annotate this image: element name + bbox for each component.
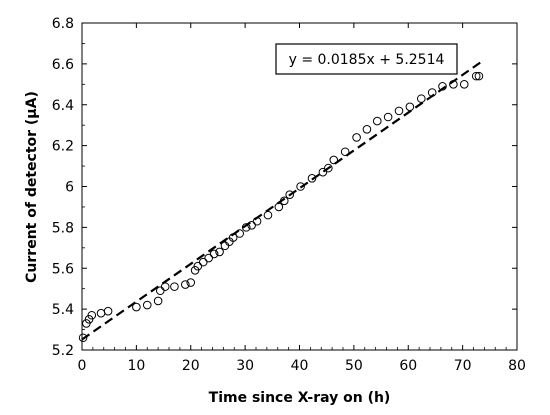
y-tick-label: 5.2 — [52, 343, 74, 359]
x-tick-label: 20 — [182, 358, 200, 374]
data-point — [209, 249, 219, 259]
data-point — [263, 210, 273, 220]
y-tick-label: 6.4 — [52, 98, 74, 114]
data-point — [228, 233, 238, 242]
x-tick-label: 50 — [345, 358, 363, 374]
data-point — [383, 112, 393, 122]
data-point — [438, 82, 447, 91]
data-point — [252, 216, 262, 226]
data-point — [153, 296, 163, 306]
data-point — [87, 310, 97, 320]
data-point — [132, 302, 141, 312]
x-axis-label: Time since X-ray on (h) — [209, 390, 391, 406]
data-point — [394, 106, 404, 116]
data-point — [324, 163, 333, 173]
data-point — [296, 182, 305, 191]
equation-box: y = 0.0185x + 5.2514 — [275, 43, 458, 75]
data-point — [372, 116, 382, 126]
data-point — [198, 257, 208, 267]
data-point — [417, 94, 426, 103]
data-point — [235, 229, 244, 238]
data-point — [274, 202, 284, 212]
y-tick-label: 6.8 — [52, 16, 74, 32]
equation-box-frame — [275, 43, 458, 75]
data-point — [362, 124, 372, 134]
data-point — [471, 71, 481, 81]
x-tick-label: 10 — [127, 358, 145, 374]
x-tick-label: 70 — [454, 358, 472, 374]
x-tick-label: 30 — [236, 358, 254, 374]
data-point — [220, 241, 230, 251]
data-point — [247, 221, 256, 230]
data-point — [170, 282, 179, 291]
equation-label: y = 0.0185x + 5.2514 — [289, 52, 445, 68]
x-tick-label: 60 — [399, 358, 417, 374]
x-tick-label: 40 — [291, 358, 309, 374]
data-point — [142, 300, 152, 310]
data-point — [329, 155, 339, 165]
data-point — [78, 333, 88, 343]
data-point — [352, 133, 361, 142]
data-point — [340, 147, 350, 157]
y-tick-label: 5.8 — [52, 220, 74, 236]
x-tick-label: 80 — [508, 358, 526, 374]
data-point — [103, 306, 113, 316]
data-point — [193, 261, 203, 271]
y-axis-label: Current of detector (μA) — [24, 91, 40, 283]
data-point — [285, 190, 295, 199]
y-tick-label: 6 — [65, 180, 74, 196]
data-point — [181, 280, 190, 289]
fit-line — [81, 60, 483, 341]
data-point — [474, 71, 484, 81]
data-point — [318, 167, 328, 177]
data-point — [96, 308, 106, 318]
y-tick-label: 6.2 — [52, 139, 74, 155]
data-point — [279, 196, 289, 206]
y-tick-label: 5.6 — [52, 261, 74, 277]
data-point — [307, 174, 317, 183]
data-point — [215, 247, 224, 257]
data-point — [186, 278, 196, 287]
data-point — [459, 80, 469, 89]
data-point — [427, 88, 437, 97]
x-tick-label: 0 — [78, 358, 87, 374]
data-point — [241, 223, 251, 232]
data-point — [449, 80, 458, 89]
data-point — [405, 102, 415, 112]
data-point — [156, 286, 165, 296]
y-tick-label: 6.6 — [52, 57, 74, 73]
data-point — [204, 253, 213, 263]
data-point — [160, 282, 170, 291]
y-tick-label: 5.4 — [52, 302, 74, 318]
